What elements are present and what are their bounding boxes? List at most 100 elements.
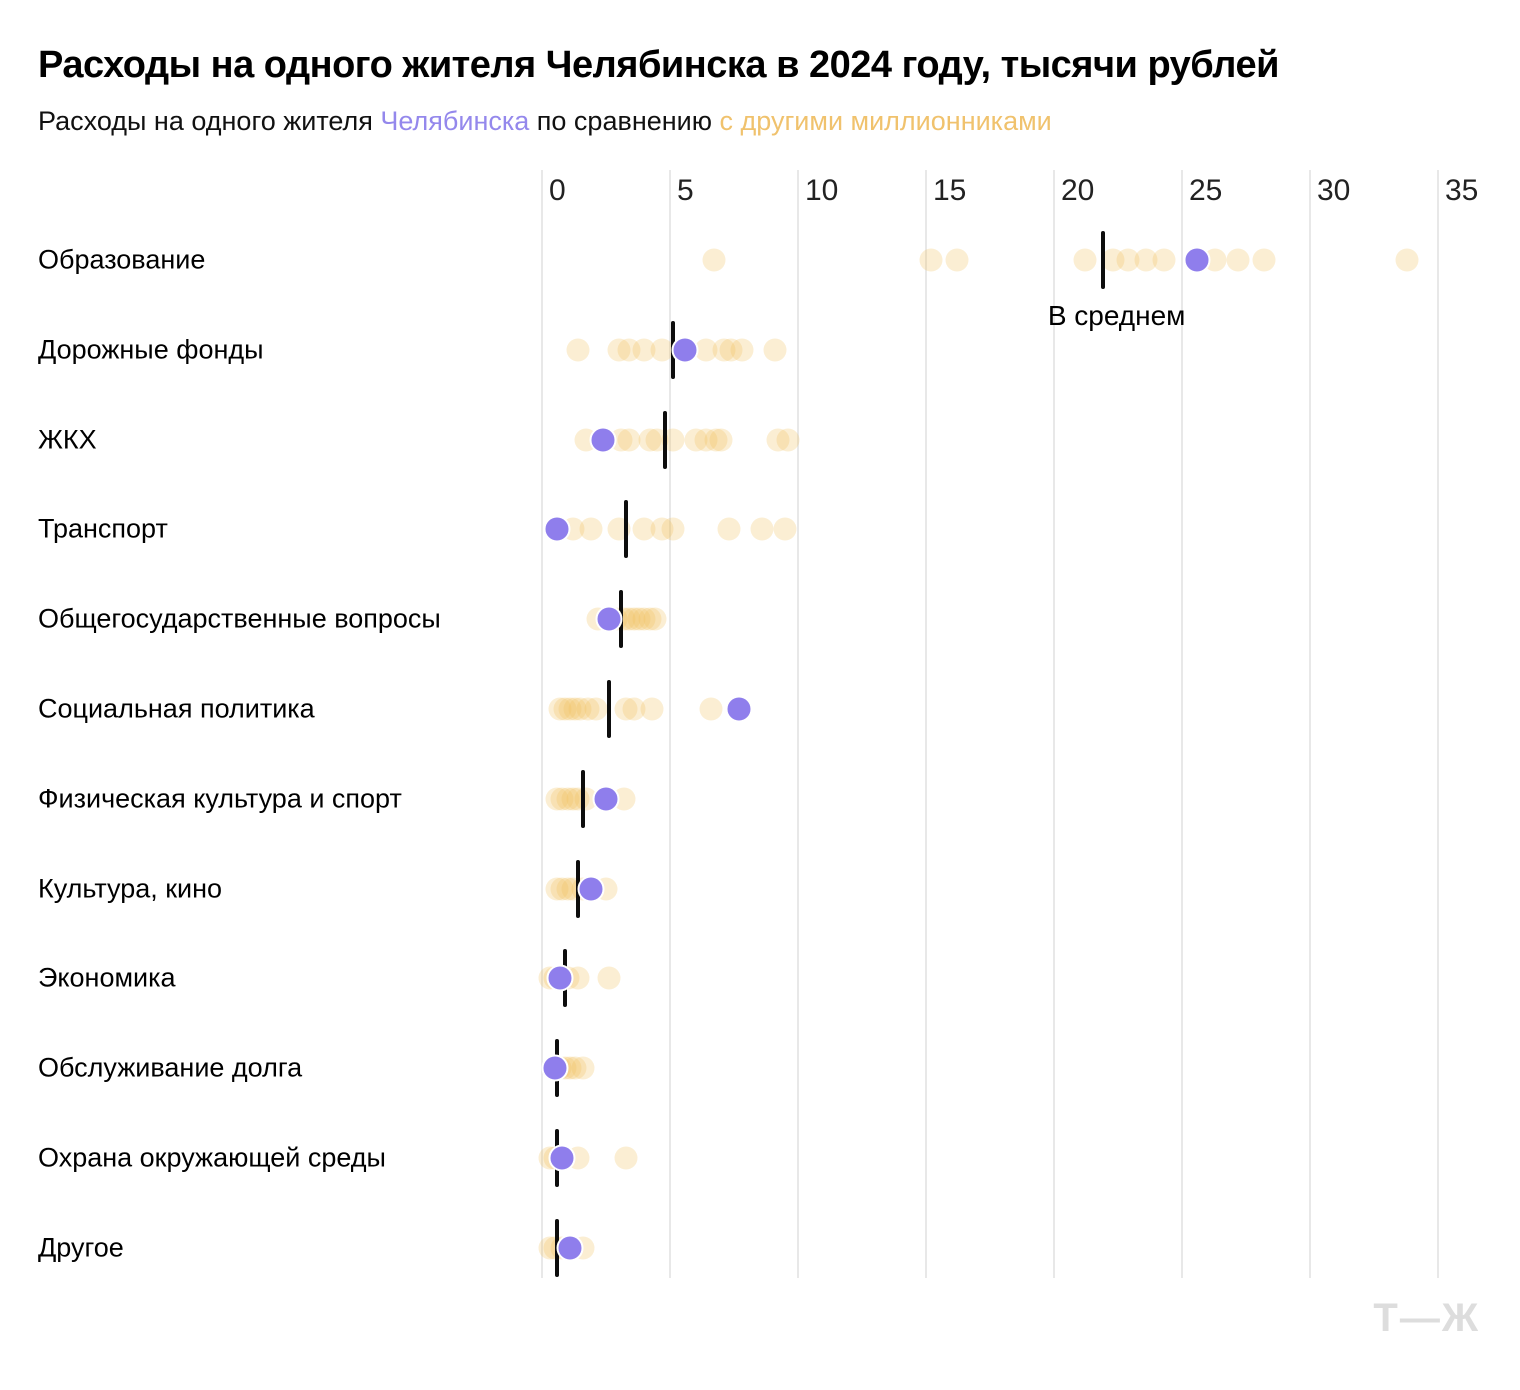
category-label: Транспорт bbox=[38, 513, 168, 544]
other-city-dot bbox=[558, 697, 582, 721]
other-city-dot bbox=[763, 338, 787, 362]
other-city-dot bbox=[773, 517, 797, 541]
category-label: ЖКХ bbox=[38, 424, 97, 455]
other-city-dot bbox=[1101, 248, 1125, 272]
other-city-dot bbox=[730, 338, 754, 362]
x-axis-tick-label: 15 bbox=[933, 174, 967, 207]
average-tick bbox=[606, 680, 611, 738]
other-city-dot bbox=[617, 338, 641, 362]
other-city-dot bbox=[1116, 248, 1140, 272]
other-city-dot bbox=[556, 877, 580, 901]
average-tick bbox=[580, 769, 585, 828]
x-gridline bbox=[797, 170, 799, 1278]
subtitle-middle: по сравнению bbox=[529, 106, 720, 136]
subtitle-comparison-highlight: с другими миллионниками bbox=[719, 106, 1052, 136]
other-city-dot bbox=[1134, 248, 1158, 272]
x-gridline bbox=[1181, 170, 1183, 1278]
average-tick bbox=[624, 500, 629, 559]
other-city-dot bbox=[563, 1056, 587, 1080]
other-city-dot bbox=[566, 338, 590, 362]
other-city-dot bbox=[568, 697, 592, 721]
x-axis-tick-label: 10 bbox=[805, 174, 839, 207]
x-gridline bbox=[669, 170, 671, 1278]
other-city-dot bbox=[945, 248, 969, 272]
chelyabinsk-dot bbox=[556, 1234, 584, 1262]
category-label: Социальная политика bbox=[38, 693, 315, 724]
other-city-dot bbox=[550, 877, 574, 901]
other-city-dot bbox=[550, 787, 574, 811]
category-label: Общегосударственные вопросы bbox=[38, 603, 441, 634]
other-city-dot bbox=[597, 966, 621, 990]
other-city-dot bbox=[571, 1056, 595, 1080]
other-city-dot bbox=[919, 248, 943, 272]
chelyabinsk-dot bbox=[671, 336, 699, 364]
average-tick bbox=[662, 410, 667, 469]
category-label: Дорожные фонды bbox=[38, 334, 264, 365]
other-city-dot bbox=[617, 428, 641, 452]
chelyabinsk-dot bbox=[595, 605, 623, 633]
other-city-dot bbox=[684, 428, 708, 452]
chelyabinsk-dot bbox=[725, 695, 753, 723]
other-city-dot bbox=[632, 517, 656, 541]
other-city-dot bbox=[717, 517, 741, 541]
other-city-dot bbox=[545, 877, 569, 901]
other-city-dot bbox=[614, 1146, 638, 1170]
other-city-dot bbox=[650, 517, 674, 541]
other-city-dot bbox=[640, 697, 664, 721]
other-city-dot bbox=[614, 697, 638, 721]
chelyabinsk-dot bbox=[592, 785, 620, 813]
other-city-dot bbox=[1252, 248, 1276, 272]
other-city-dot bbox=[1226, 248, 1250, 272]
other-city-dot bbox=[704, 428, 728, 452]
x-gridline bbox=[1437, 170, 1439, 1278]
other-city-dot bbox=[766, 428, 790, 452]
other-city-dot bbox=[638, 607, 662, 631]
other-city-dot bbox=[627, 607, 651, 631]
other-city-dot bbox=[1152, 248, 1176, 272]
other-city-dot bbox=[650, 338, 674, 362]
category-label: Экономика bbox=[38, 962, 176, 993]
other-city-dot bbox=[579, 517, 603, 541]
other-city-dot bbox=[563, 697, 587, 721]
x-gridline bbox=[1309, 170, 1311, 1278]
x-axis-tick-label: 35 bbox=[1445, 174, 1479, 207]
x-gridline bbox=[1053, 170, 1055, 1278]
x-axis-tick-label: 5 bbox=[677, 174, 694, 207]
x-gridline bbox=[925, 170, 927, 1278]
other-city-dot bbox=[638, 428, 662, 452]
x-axis-tick-label: 0 bbox=[549, 174, 566, 207]
chart-subtitle: Расходы на одного жителя Челябинска по с… bbox=[38, 106, 1052, 137]
other-city-dot bbox=[584, 697, 608, 721]
chelyabinsk-dot bbox=[541, 1054, 569, 1082]
chelyabinsk-dot bbox=[589, 426, 617, 454]
other-city-dot bbox=[694, 338, 718, 362]
other-city-dot bbox=[632, 607, 656, 631]
other-city-dot bbox=[643, 607, 667, 631]
category-label: Охрана окружающей среды bbox=[38, 1142, 386, 1173]
subtitle-city-highlight: Челябинска bbox=[380, 106, 530, 136]
x-axis-tick-label: 25 bbox=[1189, 174, 1223, 207]
other-city-dot bbox=[574, 787, 598, 811]
other-city-dot bbox=[1395, 248, 1419, 272]
other-city-dot bbox=[694, 428, 718, 452]
page-title: Расходы на одного жителя Челябинска в 20… bbox=[38, 44, 1279, 86]
average-tick bbox=[1100, 231, 1105, 289]
chelyabinsk-dot bbox=[548, 1144, 576, 1172]
chelyabinsk-dot bbox=[546, 964, 574, 992]
category-label: Физическая культура и спорт bbox=[38, 783, 402, 814]
other-city-dot bbox=[622, 607, 646, 631]
other-city-dot bbox=[1073, 248, 1097, 272]
category-label: Другое bbox=[38, 1232, 124, 1263]
x-axis-tick-label: 30 bbox=[1317, 174, 1351, 207]
other-city-dot bbox=[561, 787, 585, 811]
other-city-dot bbox=[712, 338, 736, 362]
subtitle-prefix: Расходы на одного жителя bbox=[38, 106, 381, 136]
other-city-dot bbox=[702, 248, 726, 272]
other-city-dot bbox=[545, 787, 569, 811]
other-city-dot bbox=[548, 697, 572, 721]
x-gridline bbox=[541, 170, 543, 1278]
chelyabinsk-dot bbox=[577, 875, 605, 903]
other-city-dot bbox=[632, 338, 656, 362]
category-label: Образование bbox=[38, 244, 206, 275]
tj-logo: Т—Ж bbox=[1373, 1296, 1480, 1340]
